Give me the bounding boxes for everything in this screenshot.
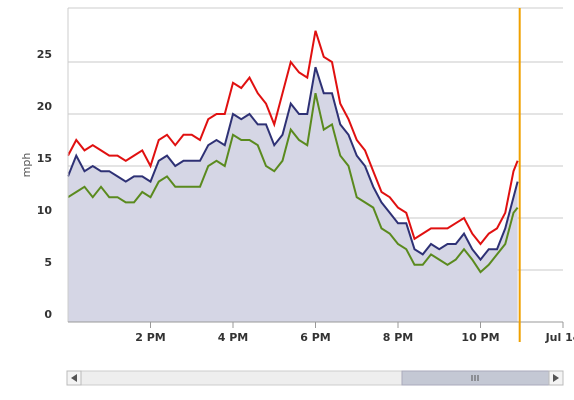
y-tick-label: 0: [44, 308, 52, 321]
thumb-grip: [471, 375, 479, 381]
y-tick-label: 15: [37, 152, 52, 165]
series-line: [67, 92, 519, 274]
x-tick-label: 8 PM: [383, 331, 414, 344]
arrow-right: [553, 374, 559, 382]
area: [68, 67, 518, 322]
x-tick-label: 4 PM: [218, 331, 249, 344]
y-tick-label: 20: [37, 100, 53, 113]
scrollbar[interactable]: [66, 370, 564, 386]
y-axis-label: mph: [20, 153, 33, 178]
y-tick-label: 10: [37, 204, 53, 217]
y-tick-label: 5: [44, 256, 52, 269]
x-tick-label: 6 PM: [300, 331, 331, 344]
x-tick-label: 10 PM: [461, 331, 499, 344]
y-tick-label: 25: [37, 48, 52, 61]
arrow-left: [71, 374, 77, 382]
series-line: [67, 66, 519, 262]
x-tick-label: 2 PM: [135, 331, 166, 344]
x-tick-label: Jul 14: [545, 331, 574, 344]
series-line: [67, 30, 519, 246]
